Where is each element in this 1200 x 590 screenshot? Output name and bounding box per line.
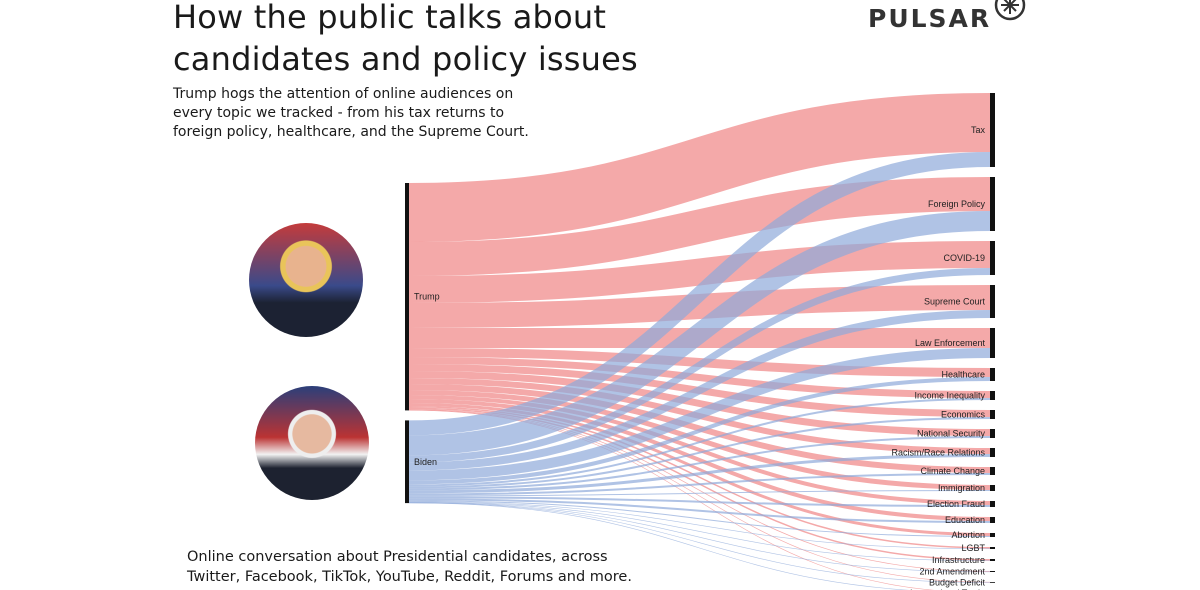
page-title: How the public talks about candidates and… [173,0,638,78]
node-label-lgbt: LGBT [961,543,985,553]
link-trump-election-fraud [408,395,991,505]
node-label-infrastructure: Infrastructure [932,555,985,565]
node-immigration [990,485,995,491]
link-biden-law-enforcement [408,348,991,481]
node-label-election-fraud: Election Fraud [927,499,985,509]
link-trump-tax [408,93,991,242]
node-lgbt [990,547,995,549]
node-label-covid-19: COVID-19 [943,253,985,263]
link-trump-climate-change [408,384,991,473]
link-trump-income-inequality [408,357,991,398]
node-label-economics: Economics [941,410,986,420]
node-economics [990,410,995,419]
node-covid-19 [990,241,995,275]
node-law-enforcement [990,328,995,358]
link-biden-infrastructure [408,501,991,562]
footer-note: Online conversation about Presidential c… [187,549,632,585]
link-biden-supreme-court [408,310,991,471]
node-education [990,517,995,523]
node-label-tax: Tax [971,125,986,135]
link-biden-international-trade [408,502,910,590]
node-abortion [990,533,995,537]
node-climate-change [990,467,995,475]
node-label-international-trade: International Trade [910,588,985,590]
node-label-healthcare: Healthcare [941,370,985,380]
link-biden-education [408,498,991,523]
link-trump-supreme-court [408,285,991,328]
node-label-budget-deficit: Budget Deficit [929,577,986,587]
node-label-biden: Biden [414,457,437,467]
link-biden-foreign-policy [408,211,991,456]
link-biden-healthcare [408,377,991,485]
node-healthcare [990,368,995,381]
node-label-law-enforcement: Law Enforcement [915,338,986,348]
node-label-supreme-court: Supreme Court [924,297,986,307]
link-biden-budget-deficit [408,502,991,583]
node-2nd-amendment [990,571,995,572]
link-biden-election-fraud [408,496,991,507]
node-biden [405,420,409,504]
node-label-income-inequality: Income Inequality [914,391,985,401]
node-budget-deficit [990,582,995,583]
node-foreign-policy [990,177,995,231]
link-biden-immigration [408,490,991,497]
link-biden-2nd-amendment [408,502,991,573]
node-label-education: Education [945,515,985,525]
node-label-abortion: Abortion [951,530,985,540]
link-biden-racism-race-relations [408,454,991,494]
trump-photo [249,223,363,337]
link-biden-covid-19 [408,268,991,463]
pulsar-logo: PULSAR [868,4,992,33]
node-label-trump: Trump [414,292,440,302]
asterisk-logo-icon [994,0,1026,21]
node-racism-race-relations [990,448,995,457]
node-supreme-court [990,285,995,318]
subtitle: Trump hogs the attention of online audie… [173,86,529,140]
node-infrastructure [990,559,995,561]
node-trump [405,183,409,411]
node-label-2nd-amendment: 2nd Amendment [919,567,985,577]
node-label-national-security: National Security [917,429,986,439]
node-label-immigration: Immigration [938,483,985,493]
link-biden-lgbt [408,501,991,550]
link-biden-economics [408,417,991,489]
node-election-fraud [990,501,995,507]
link-biden-abortion [408,500,991,537]
link-biden-tax [408,152,991,436]
node-income-inequality [990,391,995,400]
link-biden-national-security [408,436,991,491]
node-label-racism-race-relations: Racism/Race Relations [891,448,985,458]
link-trump-covid-19 [408,241,991,303]
biden-photo [255,386,369,500]
node-label-climate-change: Climate Change [920,466,985,476]
link-trump-immigration [408,390,991,490]
node-label-foreign-policy: Foreign Policy [928,199,986,209]
node-tax [990,93,995,167]
link-trump-foreign-policy [408,177,991,276]
node-national-security [990,429,995,438]
link-biden-income-inequality [408,398,991,487]
link-biden-climate-change [408,473,991,496]
link-trump-national-security [408,371,991,436]
